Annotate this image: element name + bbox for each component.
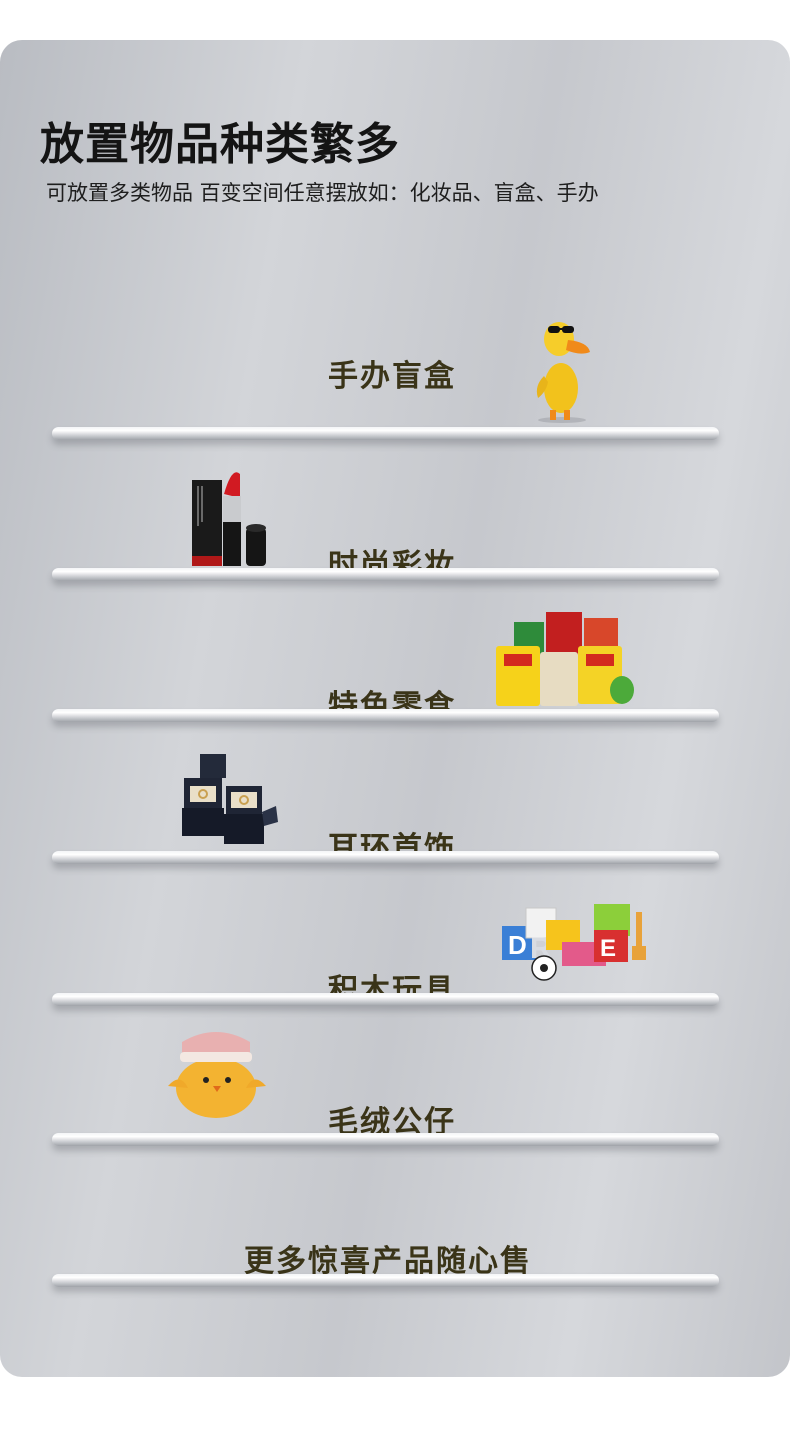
plush-chick-icon (168, 1032, 266, 1118)
shelf-bar (52, 427, 719, 440)
page-title: 放置物品种类繁多 (40, 119, 400, 170)
duck-figure-icon (536, 322, 590, 423)
shelf-bar (52, 993, 719, 1006)
shelf-bar (52, 709, 719, 722)
page-subtitle: 可放置多类物品 百变空间任意摆放如：化妆品、盲盒、手办 (46, 181, 599, 205)
shelf-label: 更多惊喜产品随心售 (244, 1244, 532, 1279)
svg-text:E: E (600, 935, 616, 962)
shelf-bar (52, 568, 719, 581)
svg-text:D: D (508, 930, 527, 960)
snacks-icon (496, 612, 634, 706)
content-panel: 放置物品种类繁多 可放置多类物品 百变空间任意摆放如：化妆品、盲盒、手办 手办盲… (0, 40, 790, 1377)
shelf-label: 手办盲盒 (328, 359, 456, 394)
shelf-bar (52, 1274, 719, 1287)
shelf-bar (52, 851, 719, 864)
lipstick-icon (192, 472, 266, 566)
toy-blocks-icon: D R E (502, 904, 646, 981)
jewelry-box-icon (182, 754, 278, 844)
shelf-bar (52, 1133, 719, 1146)
